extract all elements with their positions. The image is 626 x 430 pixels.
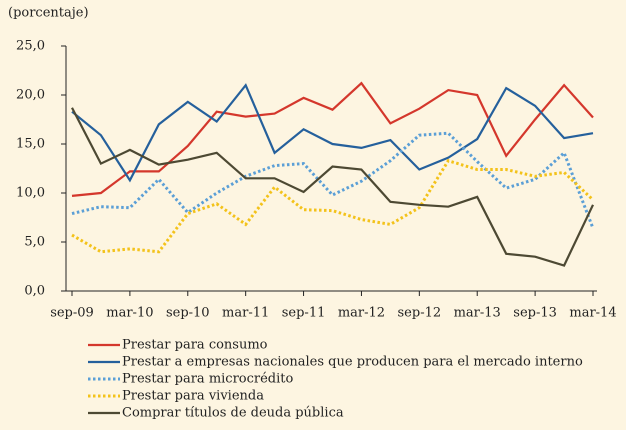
x-tick-label: mar-12 <box>338 306 385 321</box>
x-tick-label: mar-13 <box>454 306 501 321</box>
series-line <box>71 81 594 197</box>
y-tick-label: 0,0 <box>24 284 45 299</box>
x-tick-label: sep-11 <box>282 306 326 321</box>
subtitle: (porcentaje) <box>8 6 89 21</box>
x-tick-label: mar-14 <box>569 306 616 321</box>
y-tick-label: 25,0 <box>16 39 45 54</box>
x-tick-label: sep-09 <box>50 306 94 321</box>
series-line <box>71 107 594 267</box>
legend-label: Prestar a empresas nacionales que produc… <box>122 355 583 370</box>
y-tick-label: 20,0 <box>16 88 45 103</box>
x-tick-label: sep-10 <box>166 306 210 321</box>
x-tick-label: mar-11 <box>222 306 269 321</box>
series-line <box>71 83 594 183</box>
y-tick-label: 5,0 <box>24 235 45 250</box>
y-tick-label: 15,0 <box>16 137 45 152</box>
legend-label: Comprar títulos de deuda pública <box>122 406 344 421</box>
legend-label: Prestar para vivienda <box>122 389 264 404</box>
y-tick-label: 10,0 <box>16 186 45 201</box>
x-tick-label: mar-10 <box>106 306 153 321</box>
x-tick-label: sep-13 <box>513 306 557 321</box>
legend-label: Prestar para microcrédito <box>122 372 294 387</box>
legend-label: Prestar para consumo <box>122 338 268 353</box>
x-tick-label: sep-12 <box>398 306 442 321</box>
series-line <box>71 158 595 254</box>
